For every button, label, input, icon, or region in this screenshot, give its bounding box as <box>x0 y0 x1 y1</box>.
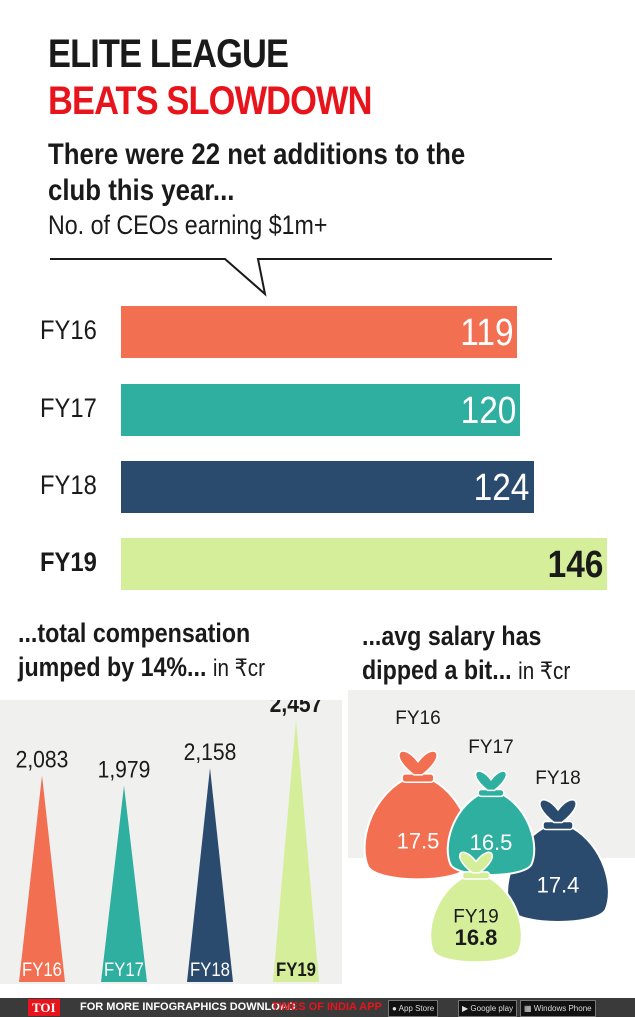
money-bag-fy19 <box>429 851 523 964</box>
money-bag-value-label: 16.8 <box>455 925 498 950</box>
subtitle: There were 22 net additions to the club … <box>48 137 530 209</box>
money-bag-category-label: FY16 <box>395 708 440 729</box>
compensation-unit: in ₹cr <box>212 655 265 682</box>
bar-fy16 <box>121 306 518 358</box>
bar-fy19 <box>121 538 607 590</box>
triangle-fy18 <box>187 767 233 982</box>
triangle-category-label: FY19 <box>276 959 316 980</box>
title-line-2: BEATS SLOWDOWN <box>48 79 373 123</box>
subtitle-line-1: There were 22 net additions to the <box>48 138 466 171</box>
triangle-value-label: 2,457 <box>270 700 323 717</box>
bar-fy17 <box>121 384 521 436</box>
salary-heading: ...avg salary has dipped a bit... in ₹cr <box>362 619 570 689</box>
money-bag-value-label: 16.5 <box>470 830 513 855</box>
bar-category-label: FY17 <box>40 393 97 423</box>
bar-value-label: 120 <box>460 390 517 432</box>
money-bag-category-label: FY17 <box>468 737 513 758</box>
footer-text: FOR MORE INFOGRAPHICS DOWNLOAD <box>80 1001 296 1013</box>
triangle-value-label: 2,158 <box>184 739 237 766</box>
triangle-category-label: FY18 <box>190 959 230 980</box>
triangle-value-label: 2,083 <box>16 746 69 773</box>
compensation-heading-line-1: ...total compensation <box>18 618 251 648</box>
bar-fy18 <box>121 461 534 513</box>
compensation-triangle-chart: 2,083 FY16 1,979 FY17 2,158 FY18 2,457 FY19 <box>16 700 323 982</box>
money-bag-category-label: FY19 <box>453 906 498 927</box>
toi-logo: TOI <box>28 999 60 1016</box>
apple-icon: ● <box>392 1004 397 1013</box>
app-store-label: App Store <box>398 1004 435 1013</box>
salary-heading-line-2: dipped a bit... <box>362 655 512 685</box>
money-bag-value-label: 17.5 <box>397 828 440 853</box>
triangle-category-label: FY16 <box>22 959 62 980</box>
footer-app-name: TIMES OF INDIA APP <box>272 1001 382 1013</box>
compensation-heading: ...total compensation jumped by 14%... i… <box>18 616 265 686</box>
triangle-fy17 <box>101 785 147 982</box>
salary-unit: in ₹cr <box>518 658 571 685</box>
footer-bar: TOI FOR MORE INFOGRAPHICS DOWNLOAD TIMES… <box>0 998 635 1017</box>
salary-heading-line-1: ...avg salary has <box>362 621 542 651</box>
app-store-badge[interactable]: ● App Store <box>388 1000 439 1017</box>
bar-value-label: 124 <box>473 467 530 509</box>
compensation-heading-line-2: jumped by 14%... <box>18 652 207 682</box>
windows-phone-label: Windows Phone <box>533 1004 592 1013</box>
windows-phone-badge[interactable]: ▦ Windows Phone <box>520 1000 596 1017</box>
bar-value-label: 146 <box>547 544 603 586</box>
triangle-fy16 <box>19 775 65 982</box>
triangle-fy19 <box>273 720 319 982</box>
title-line-1: ELITE LEAGUE <box>48 32 289 76</box>
triangle-value-label: 1,979 <box>98 757 151 784</box>
google-play-label: Google play <box>470 1004 514 1013</box>
bar-category-label: FY16 <box>40 315 97 345</box>
subtitle-line-2: club this year... <box>48 174 235 207</box>
bar-category-label: FY18 <box>40 470 97 500</box>
windows-icon: ▦ <box>524 1004 532 1013</box>
bar-category-label: FY19 <box>40 547 97 577</box>
bar-value-label: 119 <box>459 312 514 354</box>
callout-pointer <box>50 258 552 297</box>
google-play-badge[interactable]: ▶ Google play <box>458 1000 518 1017</box>
money-bag-value-label: 17.4 <box>537 873 580 898</box>
play-icon: ▶ <box>462 1004 469 1013</box>
bar-chart-unit-label: No. of CEOs earning $1m+ <box>48 210 328 240</box>
triangle-category-label: FY17 <box>104 959 144 980</box>
money-bag-category-label: FY18 <box>535 768 580 789</box>
